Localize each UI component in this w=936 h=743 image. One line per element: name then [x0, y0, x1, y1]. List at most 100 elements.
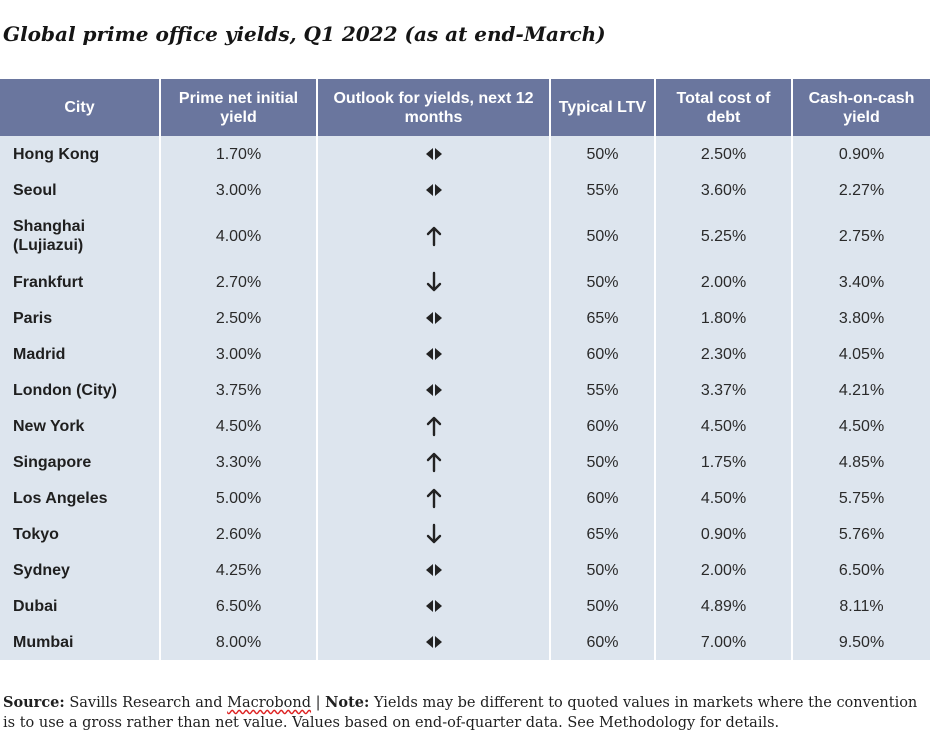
table-row: Madrid 3.00% 60% 2.30% 4.05% [0, 336, 930, 372]
cell-prime-yield: 4.50% [159, 408, 317, 444]
stable-arrows-icon [425, 634, 443, 651]
stable-arrows-icon [425, 146, 443, 163]
table-row: Seoul 3.00% 55% 3.60% 2.27% [0, 172, 930, 208]
cell-city: Madrid [0, 336, 160, 372]
cell-outlook [316, 300, 550, 336]
cell-city: Dubai [0, 588, 160, 624]
cell-prime-yield: 8.00% [159, 624, 317, 660]
cell-prime-yield: 3.75% [159, 372, 317, 408]
cell-cost-of-debt: 3.37% [654, 372, 792, 408]
note-text: Yields may be different to quoted values… [3, 695, 918, 731]
arrow-down-icon [425, 271, 443, 292]
cell-cost-of-debt: 0.90% [654, 516, 792, 552]
cell-city: Paris [0, 300, 160, 336]
arrow-up-icon [425, 452, 443, 473]
cell-outlook [316, 372, 550, 408]
source-text: Savills Research and [64, 695, 228, 711]
page-title: Global prime office yields, Q1 2022 (as … [3, 22, 606, 46]
table-row: Sydney 4.25% 50% 2.00% 6.50% [0, 552, 930, 588]
cell-prime-yield: 3.30% [159, 444, 317, 480]
cell-city: Shanghai (Lujiazui) [0, 208, 160, 264]
stable-arrows-icon [425, 182, 443, 199]
cell-cost-of-debt: 1.75% [654, 444, 792, 480]
cell-city: Singapore [0, 444, 160, 480]
col-header-ltv: Typical LTV [549, 79, 655, 136]
footer-note: Source: Savills Research and Macrobond |… [3, 693, 928, 733]
col-header-prime-yield: Prime net initial yield [159, 79, 317, 136]
cell-ltv: 50% [549, 208, 655, 264]
cell-cash-yield: 8.11% [791, 588, 930, 624]
table-row: Hong Kong 1.70% 50% 2.50% 0.90% [0, 136, 930, 172]
table-row: Mumbai 8.00% 60% 7.00% 9.50% [0, 624, 930, 660]
cell-city: New York [0, 408, 160, 444]
table-row: Singapore 3.30% 50% 1.75% 4.85% [0, 444, 930, 480]
cell-prime-yield: 3.00% [159, 336, 317, 372]
cell-city: Seoul [0, 172, 160, 208]
cell-outlook [316, 136, 550, 172]
cell-city: Frankfurt [0, 264, 160, 300]
cell-cash-yield: 3.80% [791, 300, 930, 336]
cell-cash-yield: 4.05% [791, 336, 930, 372]
cell-ltv: 60% [549, 480, 655, 516]
cell-cost-of-debt: 4.89% [654, 588, 792, 624]
yields-table: City Prime net initial yield Outlook for… [0, 79, 930, 660]
cell-cash-yield: 3.40% [791, 264, 930, 300]
note-label: Note: [325, 694, 370, 711]
table-row: Dubai 6.50% 50% 4.89% 8.11% [0, 588, 930, 624]
cell-prime-yield: 5.00% [159, 480, 317, 516]
cell-prime-yield: 4.25% [159, 552, 317, 588]
stable-arrows-icon [425, 310, 443, 327]
source-label: Source: [3, 694, 65, 711]
cell-ltv: 55% [549, 172, 655, 208]
table-row: Shanghai (Lujiazui) 4.00% 50% 5.25% 2.75% [0, 208, 930, 264]
cell-cost-of-debt: 2.50% [654, 136, 792, 172]
cell-cost-of-debt: 4.50% [654, 408, 792, 444]
cell-cash-yield: 4.21% [791, 372, 930, 408]
cell-city: Tokyo [0, 516, 160, 552]
cell-outlook [316, 624, 550, 660]
cell-cost-of-debt: 2.00% [654, 264, 792, 300]
cell-cash-yield: 5.76% [791, 516, 930, 552]
cell-city: Los Angeles [0, 480, 160, 516]
cell-outlook [316, 552, 550, 588]
cell-ltv: 50% [549, 264, 655, 300]
cell-cash-yield: 4.85% [791, 444, 930, 480]
cell-city: Sydney [0, 552, 160, 588]
cell-outlook [316, 172, 550, 208]
cell-city: Hong Kong [0, 136, 160, 172]
cell-cash-yield: 4.50% [791, 408, 930, 444]
cell-ltv: 50% [549, 588, 655, 624]
cell-ltv: 55% [549, 372, 655, 408]
cell-prime-yield: 2.70% [159, 264, 317, 300]
cell-cost-of-debt: 2.00% [654, 552, 792, 588]
cell-prime-yield: 2.50% [159, 300, 317, 336]
arrow-up-icon [425, 416, 443, 437]
table-row: Frankfurt 2.70% 50% 2.00% 3.40% [0, 264, 930, 300]
cell-outlook [316, 336, 550, 372]
table-row: Paris 2.50% 65% 1.80% 3.80% [0, 300, 930, 336]
cell-cash-yield: 2.75% [791, 208, 930, 264]
cell-cash-yield: 9.50% [791, 624, 930, 660]
cell-cost-of-debt: 3.60% [654, 172, 792, 208]
cell-outlook [316, 588, 550, 624]
arrow-up-icon [425, 226, 443, 247]
cell-outlook [316, 444, 550, 480]
cell-outlook [316, 208, 550, 264]
cell-ltv: 65% [549, 516, 655, 552]
cell-cost-of-debt: 5.25% [654, 208, 792, 264]
cell-prime-yield: 6.50% [159, 588, 317, 624]
cell-prime-yield: 2.60% [159, 516, 317, 552]
cell-cost-of-debt: 2.30% [654, 336, 792, 372]
col-header-city: City [0, 79, 160, 136]
cell-ltv: 50% [549, 444, 655, 480]
cell-outlook [316, 408, 550, 444]
cell-cost-of-debt: 4.50% [654, 480, 792, 516]
col-header-cost-of-debt: Total cost of debt [654, 79, 792, 136]
cell-outlook [316, 264, 550, 300]
cell-outlook [316, 480, 550, 516]
table-row: Tokyo 2.60% 65% 0.90% 5.76% [0, 516, 930, 552]
table-row: London (City) 3.75% 55% 3.37% 4.21% [0, 372, 930, 408]
col-header-cash-yield: Cash-on-cash yield [791, 79, 930, 136]
stable-arrows-icon [425, 346, 443, 363]
cell-cost-of-debt: 7.00% [654, 624, 792, 660]
